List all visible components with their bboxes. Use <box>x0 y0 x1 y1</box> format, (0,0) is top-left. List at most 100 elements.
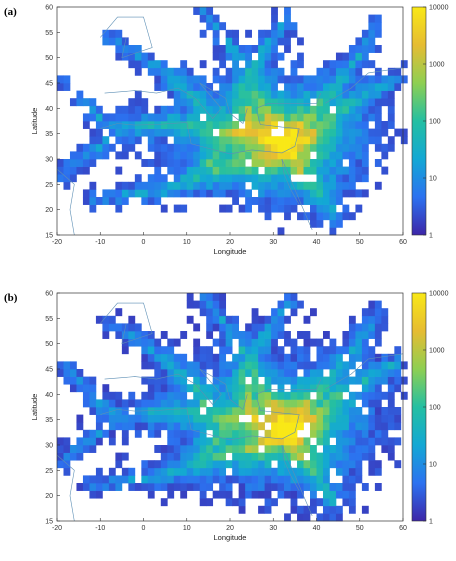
heatmap-cell <box>355 445 363 453</box>
heatmap-cell <box>219 159 227 167</box>
heatmap-cell <box>232 384 239 393</box>
heatmap-cell <box>348 483 356 491</box>
heatmap-cell <box>193 391 201 400</box>
heatmap-cell <box>368 391 376 400</box>
heatmap-cell <box>154 136 162 145</box>
heatmap-cell <box>316 67 324 76</box>
heatmap-cell <box>134 67 142 76</box>
heatmap-cell <box>355 460 363 469</box>
heatmap-cell <box>232 67 239 76</box>
coastlines <box>56 302 404 522</box>
heatmap-cell <box>329 189 337 198</box>
heatmap-cell <box>348 113 356 122</box>
heatmap-cell <box>264 166 272 175</box>
heatmap-cell <box>167 346 175 355</box>
heatmap-cell <box>225 75 233 84</box>
panel-label-a: (a) <box>4 6 17 18</box>
heatmap-cell <box>69 151 77 160</box>
heatmap-cell <box>251 60 259 69</box>
heatmap-cell <box>361 75 369 84</box>
heatmap-cell <box>355 407 363 415</box>
heatmap-cell <box>394 422 402 431</box>
heatmap-cell <box>297 189 304 198</box>
heatmap-cell <box>186 90 194 99</box>
heatmap-cell <box>342 369 350 377</box>
heatmap-cell <box>89 143 97 152</box>
heatmap-cell <box>121 113 129 122</box>
heatmap-cell <box>264 181 272 190</box>
heatmap-cell <box>199 452 207 461</box>
heatmap-cell <box>277 384 285 393</box>
heatmap-cell <box>76 159 84 167</box>
heatmap-cell <box>141 181 149 190</box>
heatmap-cell <box>342 407 350 415</box>
heatmap-cell <box>199 460 207 469</box>
heatmap-cell <box>303 90 311 99</box>
heatmap-cell <box>193 113 201 122</box>
heatmap-cell <box>160 399 168 408</box>
heatmap-cell <box>219 52 227 61</box>
x-axis-label: Longitude <box>214 247 247 256</box>
heatmap-cell <box>264 212 272 221</box>
heatmap-cell <box>141 361 149 370</box>
heatmap-cell <box>368 136 376 145</box>
heatmap-cell <box>180 361 188 370</box>
heatmap-cell <box>186 189 194 198</box>
heatmap-cell <box>206 22 214 31</box>
heatmap-cell <box>310 422 317 431</box>
heatmap-cell <box>329 166 337 175</box>
heatmap-cell <box>277 483 285 491</box>
heatmap-cell <box>102 315 110 324</box>
heatmap-cell <box>186 300 194 309</box>
heatmap-cell <box>251 384 259 393</box>
heatmap-cell <box>193 346 201 355</box>
heatmap-cell <box>219 361 227 370</box>
heatmap-cell <box>173 105 181 114</box>
heatmap-cell <box>284 181 291 190</box>
heatmap-cell <box>128 98 136 107</box>
heatmap-cell <box>141 399 149 408</box>
heatmap-cell <box>361 189 369 198</box>
heatmap-cell <box>63 75 71 84</box>
heatmap-cell <box>284 212 291 221</box>
heatmap-cell <box>108 391 116 400</box>
heatmap-cell <box>290 159 298 167</box>
heatmap-cell <box>102 475 110 484</box>
heatmap-cell <box>264 159 272 167</box>
heatmap-cell <box>251 331 259 339</box>
heatmap-cell <box>374 483 382 491</box>
heatmap-cell <box>310 83 317 91</box>
heatmap-cell <box>342 361 350 370</box>
heatmap-cell <box>361 83 369 91</box>
heatmap-cell <box>290 414 298 423</box>
heatmap-cell <box>180 369 188 377</box>
heatmap-cell <box>277 331 285 339</box>
heatmap-cell <box>322 136 330 145</box>
heatmap-cell <box>284 407 291 415</box>
heatmap-cell <box>245 67 252 76</box>
heatmap-cell <box>89 429 97 438</box>
heatmap-cell <box>381 166 389 175</box>
heatmap-cell <box>251 45 259 53</box>
heatmap-cell <box>193 361 201 370</box>
heatmap-cell <box>348 98 356 107</box>
heatmap-cell <box>180 181 188 190</box>
y-tick-label: 60 <box>45 291 53 298</box>
heatmap-cell <box>335 460 343 469</box>
heatmap-cell <box>141 376 149 385</box>
heatmap-cell <box>173 445 181 453</box>
heatmap-cell <box>147 136 155 145</box>
heatmap-cell <box>290 353 298 362</box>
heatmap-cell <box>297 37 304 46</box>
heatmap-cell <box>264 60 272 69</box>
heatmap-cell <box>271 159 278 167</box>
heatmap-cell <box>381 353 389 362</box>
heatmap-cell <box>134 429 142 438</box>
heatmap-cell <box>199 98 207 107</box>
heatmap-cell <box>264 174 272 183</box>
heatmap-cell <box>310 467 317 476</box>
heatmap-cell <box>335 166 343 175</box>
heatmap-cell <box>108 323 116 332</box>
colorbar-tick-label: 1 <box>429 233 433 240</box>
heatmap-cell <box>134 128 142 137</box>
